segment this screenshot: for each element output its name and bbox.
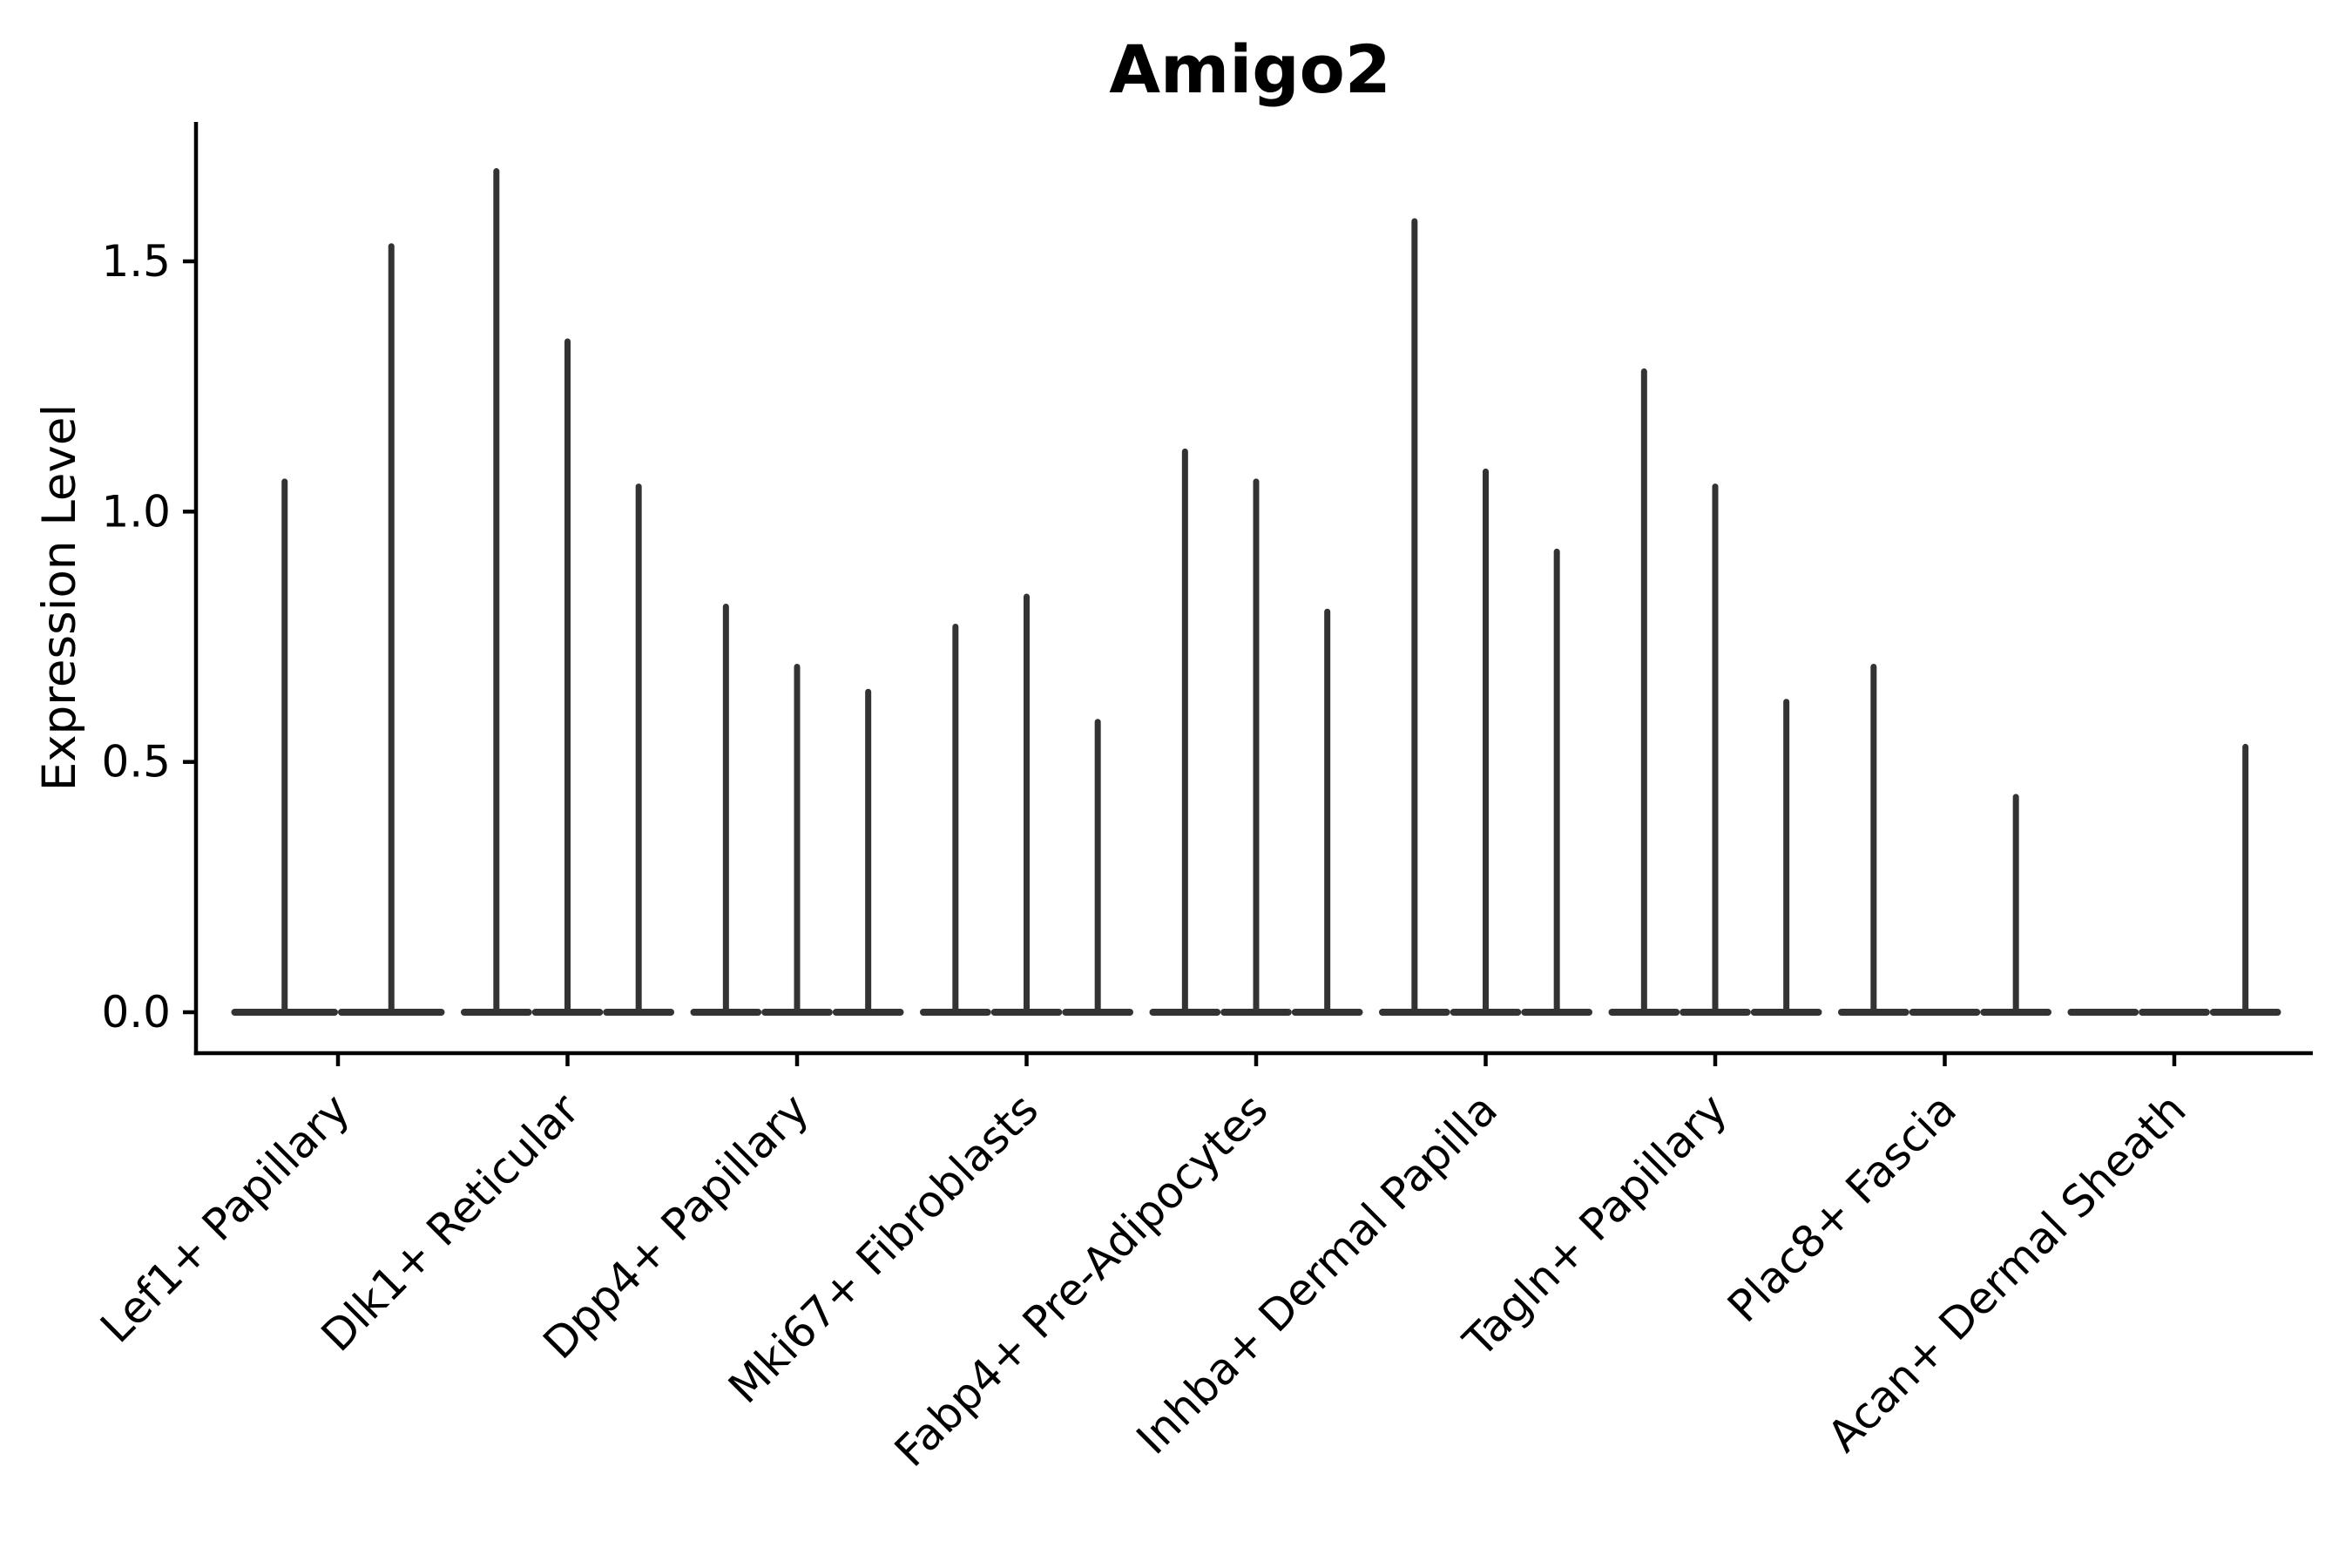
y-tick-label: 0.5	[101, 737, 171, 787]
y-axis-label: Expression Level	[33, 404, 86, 791]
y-tick-label: 0.0	[101, 987, 171, 1037]
y-tick-label: 1.5	[101, 236, 171, 287]
chart-title: Amigo2	[1109, 30, 1391, 108]
y-ticks-group: 0.0 0.5 1.0 1.5	[101, 236, 196, 1037]
y-tick-label: 1.0	[101, 486, 171, 537]
violins-group	[231, 168, 2281, 1016]
